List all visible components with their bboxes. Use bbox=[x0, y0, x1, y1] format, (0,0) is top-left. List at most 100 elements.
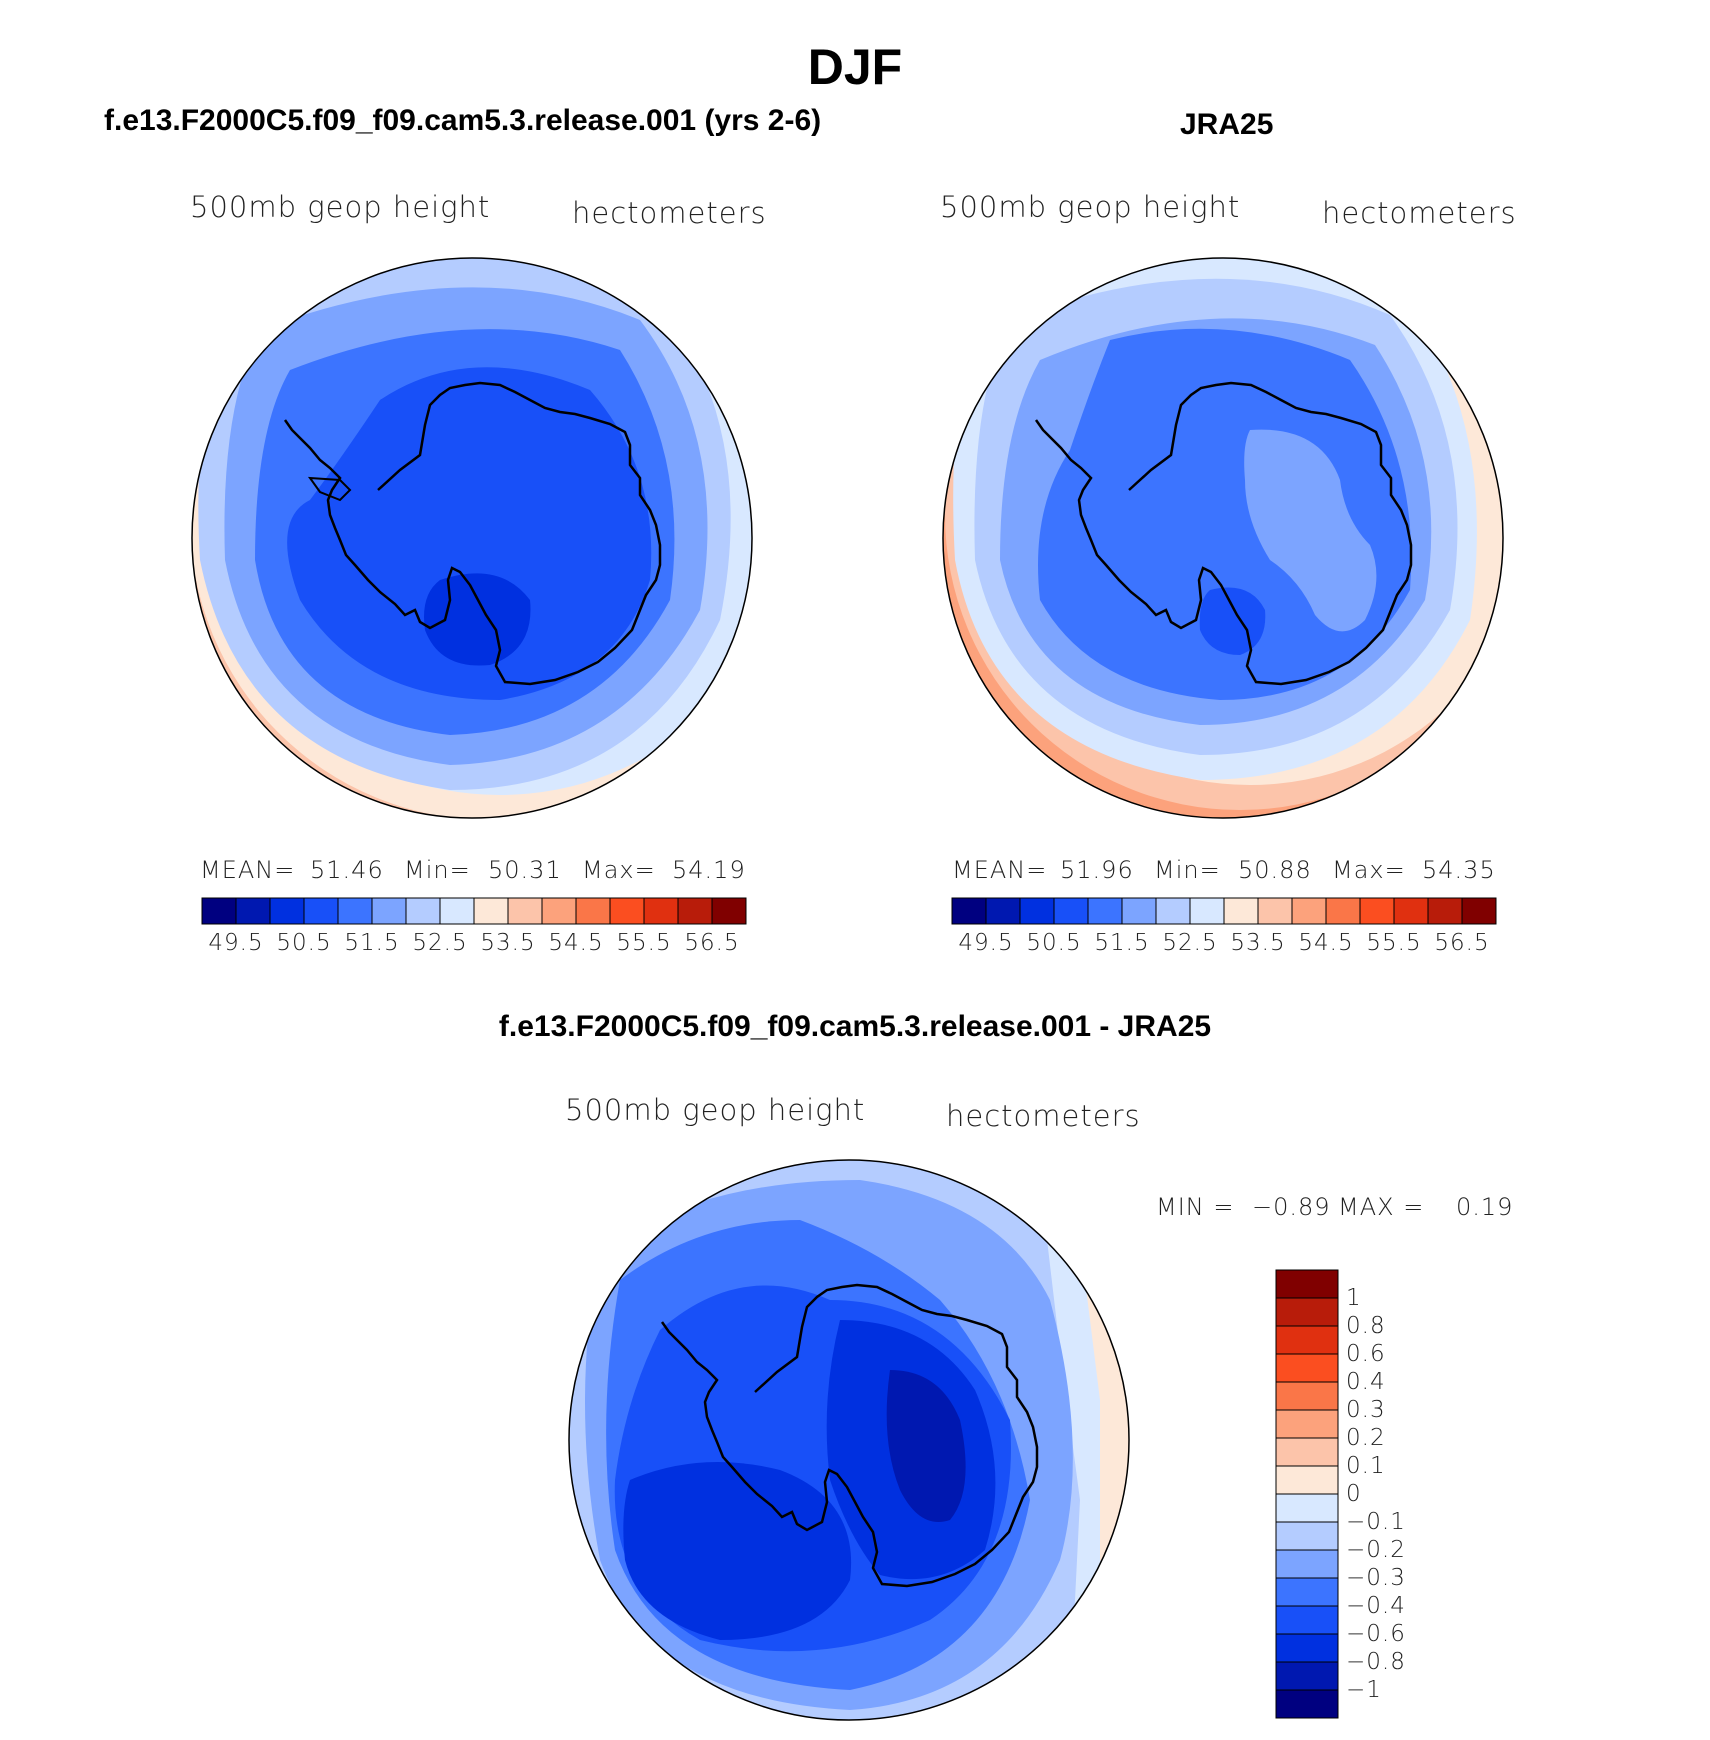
panel1-max-value: 54.19 bbox=[672, 856, 746, 884]
colorbar-swatch bbox=[1275, 1465, 1339, 1495]
panel2-title: JRA25 bbox=[1180, 108, 1274, 141]
colorbar-swatch bbox=[1257, 897, 1293, 925]
colorbar-tick-label: 51.5 bbox=[1094, 930, 1150, 956]
colorbar-tick-label: 50.5 bbox=[276, 930, 332, 956]
colorbar-swatch bbox=[1359, 897, 1395, 925]
colorbar-swatch bbox=[439, 897, 475, 925]
panel2-antarctica-coastline bbox=[1034, 381, 1413, 686]
colorbar-swatch bbox=[1155, 897, 1191, 925]
colorbar-swatch bbox=[711, 897, 747, 925]
colorbar-tick-label: 55.5 bbox=[1366, 930, 1422, 956]
colorbar-tick-label: 0.8 bbox=[1346, 1313, 1386, 1339]
colorbar-swatch bbox=[1275, 1633, 1339, 1663]
colorbar-swatch bbox=[985, 897, 1021, 925]
panel1-map-border bbox=[191, 257, 753, 819]
colorbar-tick-label: −1 bbox=[1346, 1677, 1382, 1703]
panel1-map bbox=[192, 258, 752, 818]
panel3-min-label: MIN = bbox=[1156, 1193, 1235, 1221]
panel3-colorbar bbox=[1275, 1269, 1339, 1719]
panel3-antarctica-coastline bbox=[660, 1283, 1039, 1588]
colorbar-swatch bbox=[1291, 897, 1327, 925]
panel3-units: hectometers bbox=[946, 1099, 1141, 1133]
colorbar-swatch bbox=[1275, 1577, 1339, 1607]
colorbar-swatch bbox=[371, 897, 407, 925]
colorbar-swatch bbox=[337, 897, 373, 925]
colorbar-swatch bbox=[1019, 897, 1055, 925]
colorbar-swatch bbox=[1275, 1269, 1339, 1299]
colorbar-swatch bbox=[235, 897, 271, 925]
colorbar-swatch bbox=[1275, 1437, 1339, 1467]
colorbar-tick-label: −0.6 bbox=[1346, 1621, 1406, 1647]
colorbar-swatch bbox=[541, 897, 577, 925]
panel2-max-label: Max= bbox=[1332, 856, 1406, 884]
colorbar-swatch bbox=[303, 897, 339, 925]
panel3-variable: 500mb geop height bbox=[565, 1093, 866, 1127]
panel1-mean-label: MEAN= bbox=[200, 856, 296, 884]
panel3-max-label: MAX = bbox=[1338, 1193, 1425, 1221]
colorbar-swatch bbox=[1189, 897, 1225, 925]
panel2-min-value: 50.88 bbox=[1238, 856, 1312, 884]
panel1-min-label: Min= bbox=[404, 856, 471, 884]
colorbar-swatch bbox=[1461, 897, 1497, 925]
colorbar-swatch bbox=[507, 897, 543, 925]
panel3-min-value: −0.89 bbox=[1252, 1193, 1331, 1221]
colorbar-swatch bbox=[201, 897, 237, 925]
panel3-title: f.e13.F2000C5.f09_f09.cam5.3.release.001… bbox=[498, 1010, 1212, 1043]
colorbar-swatch bbox=[405, 897, 441, 925]
colorbar-swatch bbox=[1275, 1493, 1339, 1523]
colorbar-swatch bbox=[1121, 897, 1157, 925]
colorbar-swatch bbox=[1393, 897, 1429, 925]
panel3-max-value: 0.19 bbox=[1456, 1193, 1514, 1221]
panel1-variable: 500mb geop height bbox=[190, 190, 491, 224]
panel2-min-label: Min= bbox=[1154, 856, 1221, 884]
panel1-antarctica-coastline bbox=[283, 381, 662, 686]
colorbar-swatch bbox=[1087, 897, 1123, 925]
panel2-max-value: 54.35 bbox=[1422, 856, 1496, 884]
colorbar-tick-label: −0.1 bbox=[1346, 1509, 1406, 1535]
colorbar-tick-label: 56.5 bbox=[1434, 930, 1490, 956]
colorbar-swatch bbox=[575, 897, 611, 925]
colorbar-swatch bbox=[1053, 897, 1089, 925]
colorbar-swatch bbox=[1275, 1409, 1339, 1439]
colorbar-tick-label: −0.8 bbox=[1346, 1649, 1406, 1675]
panel1-min-value: 50.31 bbox=[488, 856, 562, 884]
colorbar-tick-label: 0.1 bbox=[1346, 1453, 1386, 1479]
colorbar-swatch bbox=[609, 897, 645, 925]
colorbar-swatch bbox=[473, 897, 509, 925]
colorbar-tick-label: 53.5 bbox=[480, 930, 536, 956]
panel3-map bbox=[569, 1160, 1129, 1720]
colorbar-tick-label: 0.4 bbox=[1346, 1369, 1386, 1395]
colorbar-tick-label: 51.5 bbox=[344, 930, 400, 956]
main-title: DJF bbox=[807, 39, 903, 95]
colorbar-tick-label: 56.5 bbox=[684, 930, 740, 956]
colorbar-tick-label: 0.2 bbox=[1346, 1425, 1386, 1451]
colorbar-tick-label: 0.6 bbox=[1346, 1341, 1386, 1367]
colorbar-tick-label: 54.5 bbox=[1298, 930, 1354, 956]
colorbar-tick-label: 49.5 bbox=[958, 930, 1014, 956]
colorbar-swatch bbox=[1275, 1353, 1339, 1383]
colorbar-swatch bbox=[1275, 1661, 1339, 1691]
panel2-map bbox=[943, 258, 1503, 818]
colorbar-swatch bbox=[269, 897, 305, 925]
colorbar-tick-label: −0.2 bbox=[1346, 1537, 1406, 1563]
colorbar-swatch bbox=[1275, 1325, 1339, 1355]
colorbar-swatch bbox=[951, 897, 987, 925]
panel2-colorbar bbox=[951, 897, 1497, 925]
panel1-units: hectometers bbox=[572, 196, 767, 230]
colorbar-tick-label: 55.5 bbox=[616, 930, 672, 956]
panel1-island bbox=[307, 476, 352, 502]
panel1-title: f.e13.F2000C5.f09_f09.cam5.3.release.001… bbox=[104, 104, 822, 137]
colorbar-swatch bbox=[1223, 897, 1259, 925]
panel1-colorbar bbox=[201, 897, 747, 925]
colorbar-tick-label: −0.3 bbox=[1346, 1565, 1406, 1591]
panel1-mean-value: 51.46 bbox=[310, 856, 384, 884]
colorbar-swatch bbox=[677, 897, 713, 925]
colorbar-swatch bbox=[1275, 1297, 1339, 1327]
colorbar-tick-label: −0.4 bbox=[1346, 1593, 1406, 1619]
panel2-map-border bbox=[942, 257, 1504, 819]
panel2-variable: 500mb geop height bbox=[940, 190, 1241, 224]
colorbar-swatch bbox=[1275, 1605, 1339, 1635]
colorbar-swatch bbox=[1427, 897, 1463, 925]
panel2-mean-label: MEAN= bbox=[952, 856, 1048, 884]
